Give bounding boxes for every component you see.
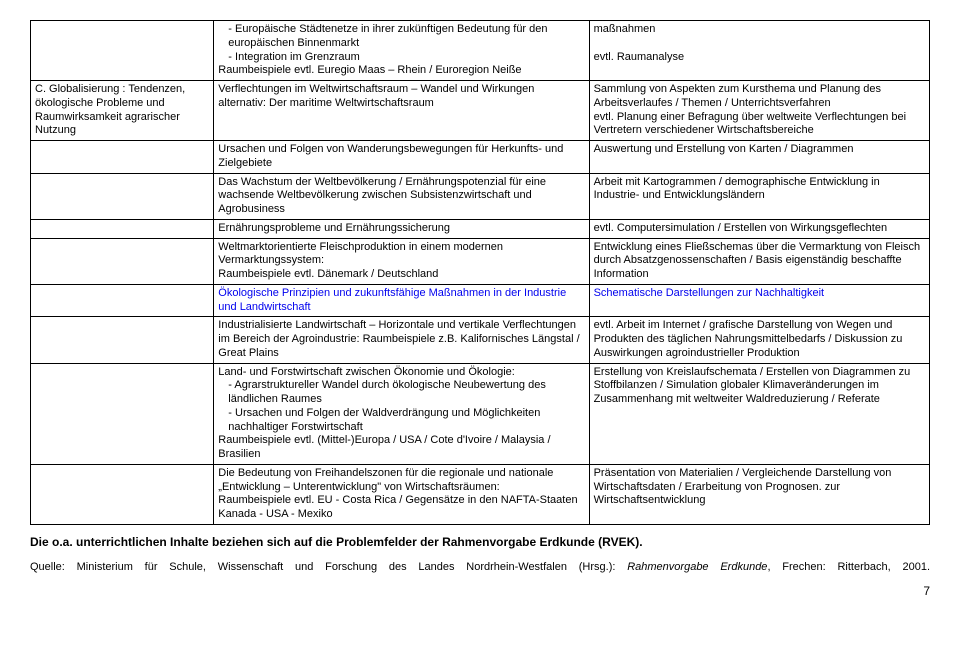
cell-method: Entwicklung eines Fließschemas über die … (589, 238, 929, 284)
content-table: Europäische Städtenetze in ihrer zukünft… (30, 20, 930, 525)
table-row: Ursachen und Folgen von Wanderungsbewegu… (31, 141, 930, 174)
table-row: Ökologische Prinzipien und zukunftsfähig… (31, 284, 930, 317)
footer-src-c: , Frechen: Ritterbach, 2001. (767, 561, 930, 573)
cell-topic: C. Globalisierung : Tendenzen, ökologisc… (31, 81, 214, 141)
footer-src-italic: Rahmenvorgabe Erdkunde (627, 561, 767, 573)
cell-topic (31, 317, 214, 363)
table-row: Ernährungsprobleme und Ernährungssicheru… (31, 219, 930, 238)
table-row: Industrialisierte Landwirtschaft – Horiz… (31, 317, 930, 363)
table-row: Das Wachstum der Weltbevölkerung / Ernäh… (31, 173, 930, 219)
cell-method: Arbeit mit Kartogrammen / demographische… (589, 173, 929, 219)
cell-content: Europäische Städtenetze in ihrer zukünft… (214, 21, 589, 81)
table-row: Europäische Städtenetze in ihrer zukünft… (31, 21, 930, 81)
cell-content: Ursachen und Folgen von Wanderungsbewegu… (214, 141, 589, 174)
cell-tail: Raumbeispiele evtl. Euregio Maas – Rhein… (218, 64, 521, 76)
footer-source: Quelle: Ministerium für Schule, Wissensc… (30, 561, 930, 573)
cell-pre: Land- und Forstwirtschaft zwischen Ökono… (218, 366, 515, 378)
cell-topic (31, 238, 214, 284)
cell-content: Die Bedeutung von Freihandelszonen für d… (214, 464, 589, 524)
link-text[interactable]: Schematische Darstellungen zur Nachhalti… (594, 287, 825, 299)
footer-note: Die o.a. unterrichtlichen Inhalte bezieh… (30, 535, 930, 549)
cell-method: maßnahmen evtl. Raumanalyse (589, 21, 929, 81)
cell-text: evtl. Raumanalyse (594, 51, 685, 63)
cell-content: Das Wachstum der Weltbevölkerung / Ernäh… (214, 173, 589, 219)
cell-content: Ökologische Prinzipien und zukunftsfähig… (214, 284, 589, 317)
cell-topic (31, 464, 214, 524)
table-row: Weltmarktorientierte Fleischproduktion i… (31, 238, 930, 284)
cell-method: evtl. Arbeit im Internet / grafische Dar… (589, 317, 929, 363)
cell-topic (31, 173, 214, 219)
cell-content: Ernährungsprobleme und Ernährungssicheru… (214, 219, 589, 238)
cell-method: Sammlung von Aspekten zum Kursthema und … (589, 81, 929, 141)
cell-topic (31, 21, 214, 81)
cell-topic (31, 284, 214, 317)
footer-src-a: Quelle: Ministerium für Schule, Wissensc… (30, 561, 627, 573)
table-row: Die Bedeutung von Freihandelszonen für d… (31, 464, 930, 524)
cell-topic (31, 363, 214, 464)
cell-topic (31, 219, 214, 238)
cell-content: Weltmarktorientierte Fleischproduktion i… (214, 238, 589, 284)
list-item: Agrarstruktureller Wandel durch ökologis… (228, 379, 584, 407)
cell-content: Land- und Forstwirtschaft zwischen Ökono… (214, 363, 589, 464)
list-item: Integration im Grenzraum (228, 51, 584, 65)
cell-tail: Raumbeispiele evtl. (Mittel-)Europa / US… (218, 434, 550, 460)
table-row: Land- und Forstwirtschaft zwischen Ökono… (31, 363, 930, 464)
link-text[interactable]: Ökologische Prinzipien und zukunftsfähig… (218, 287, 566, 313)
list-item: Ursachen und Folgen der Waldverdrängung … (228, 407, 584, 435)
cell-content: Industrialisierte Landwirtschaft – Horiz… (214, 317, 589, 363)
cell-method: Auswertung und Erstellung von Karten / D… (589, 141, 929, 174)
cell-method: Schematische Darstellungen zur Nachhalti… (589, 284, 929, 317)
cell-content: Verflechtungen im Weltwirtschaftsraum – … (214, 81, 589, 141)
list-item: Europäische Städtenetze in ihrer zukünft… (228, 23, 584, 51)
table-row: C. Globalisierung : Tendenzen, ökologisc… (31, 81, 930, 141)
cell-method: Erstellung von Kreislaufschemata / Erste… (589, 363, 929, 464)
cell-topic (31, 141, 214, 174)
cell-method: Präsentation von Materialien / Vergleich… (589, 464, 929, 524)
cell-text: maßnahmen (594, 23, 656, 35)
cell-method: evtl. Computersimulation / Erstellen von… (589, 219, 929, 238)
page-number: 7 (30, 584, 930, 598)
